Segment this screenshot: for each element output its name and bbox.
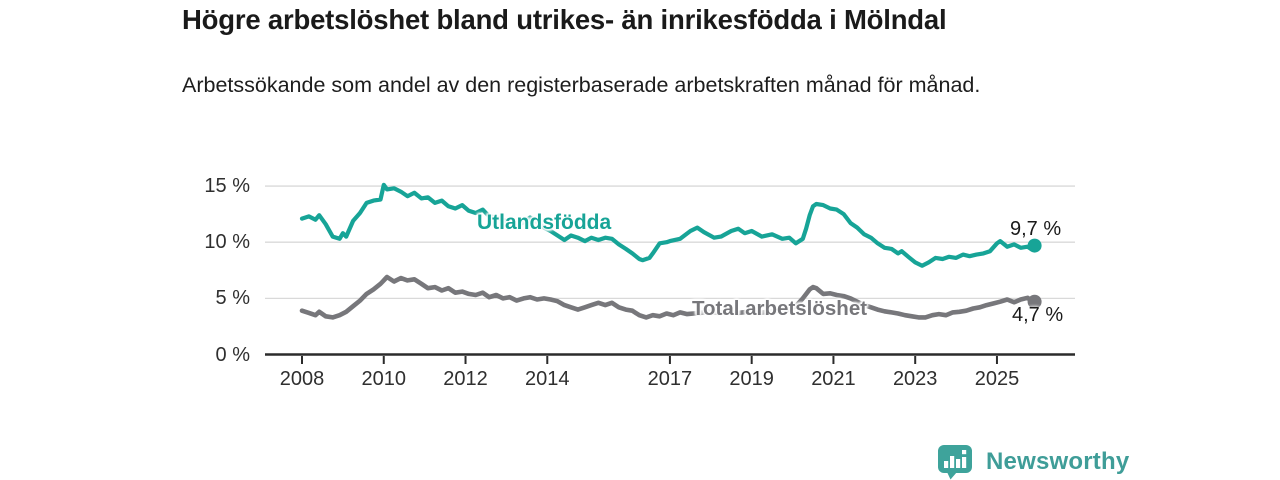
series-label-1: Total arbetslöshet [692,297,868,320]
series-end-dot-0 [1027,238,1042,253]
series-end-dot-1 [1027,294,1042,309]
x-axis-label-2023: 2023 [892,368,938,390]
newsworthy-brand: Newsworthy [936,444,1129,480]
y-axis-label-5: 5 % [215,287,250,310]
x-axis-label-2008: 2008 [279,368,325,390]
x-axis-label-2010: 2010 [361,368,407,390]
chart-subtitle: Arbetssökande som andel av den registerb… [182,73,981,97]
newsworthy-logo-icon [938,445,972,480]
series-line-0 [299,182,1037,268]
y-axis-label-15: 15 % [204,175,250,198]
x-axis-label-2019: 2019 [729,368,774,390]
newsworthy-brand-text: Newsworthy [986,448,1130,475]
x-axis-label-2025: 2025 [974,368,1020,390]
x-axis-label-2012: 2012 [443,368,488,390]
x-axis-label-2021: 2021 [811,368,856,390]
x-axis-label-2014: 2014 [525,368,570,390]
y-axis-label-0: 0 % [215,343,250,366]
series-label-0: Utlandsfödda [477,211,612,234]
page-title: Högre arbetslöshet bland utrikes- än inr… [182,4,947,35]
series-end-value-1: 4,7 % [1012,304,1064,326]
series-line-1 [299,274,1037,320]
x-axis-label-2017: 2017 [647,368,693,390]
series-end-value-0: 9,7 % [1010,218,1062,240]
y-axis-label-10: 10 % [204,231,250,254]
